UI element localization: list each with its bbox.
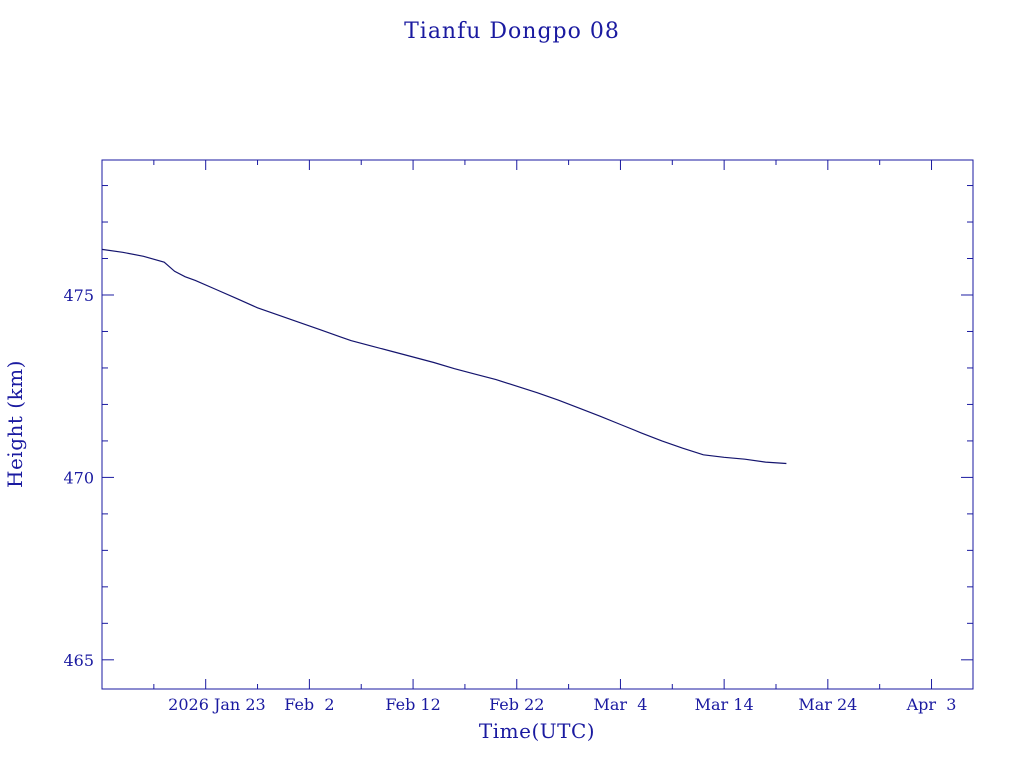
plot-frame bbox=[101, 159, 974, 690]
y-tick-label: 470 bbox=[63, 468, 94, 487]
x-axis-ticks bbox=[153, 160, 933, 689]
x-axis-label: Time(UTC) bbox=[479, 719, 595, 743]
x-axis-tick-labels: 2026 Jan 23 Feb 2 Feb 12 Feb 22 Mar 4 Mar 14 M… bbox=[168, 695, 956, 714]
y-axis-label: Height (km) bbox=[3, 360, 27, 488]
x-tick-label: Feb 22 bbox=[489, 695, 544, 714]
x-tick-label: Feb 12 bbox=[385, 695, 440, 714]
y-tick-label: 475 bbox=[63, 286, 94, 305]
x-tick-label: Mar 14 bbox=[695, 695, 754, 714]
x-tick-label: Apr 3 bbox=[906, 695, 957, 714]
y-axis-ticks bbox=[102, 185, 973, 661]
chart-title: Tianfu Dongpo 08 bbox=[404, 19, 620, 44]
x-tick-label: 2026 Jan 23 bbox=[168, 695, 266, 714]
y-tick-label: 465 bbox=[63, 651, 94, 670]
x-tick-label: Mar 4 bbox=[593, 695, 647, 714]
height-series-line bbox=[101, 248, 787, 465]
y-axis-tick-labels: 465 470 475 bbox=[63, 286, 94, 670]
x-tick-label: Feb 2 bbox=[284, 695, 334, 714]
x-tick-label: Mar 24 bbox=[798, 695, 857, 714]
